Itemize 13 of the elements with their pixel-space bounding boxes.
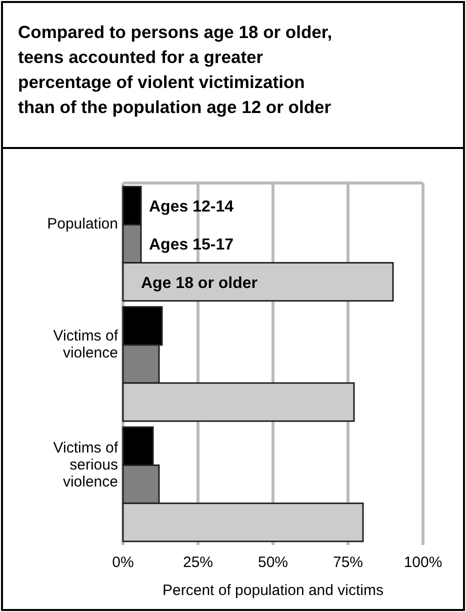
- x-tick-label: 100%: [404, 554, 442, 571]
- x-axis-title: Percent of population and victims: [162, 582, 384, 599]
- chart-title: Compared to persons age 18 or older, teens accounted for a greater percentage of violent victimization than of the population age 12 or older: [18, 22, 332, 117]
- series-label: Age 18 or older: [141, 274, 258, 292]
- y-tick-label: Population: [47, 216, 118, 233]
- x-tick-label: 50%: [258, 554, 288, 571]
- series-label: Ages 15-17: [149, 236, 234, 254]
- x-tick-label: 25%: [182, 554, 214, 571]
- y-tick-label: Victims of violence: [53, 328, 119, 362]
- x-tick-label: 0%: [112, 554, 134, 571]
- y-tick-label: Victims of serious violence: [53, 439, 119, 490]
- series-label: Ages 12-14: [149, 198, 234, 216]
- x-tick-label: 75%: [332, 554, 364, 571]
